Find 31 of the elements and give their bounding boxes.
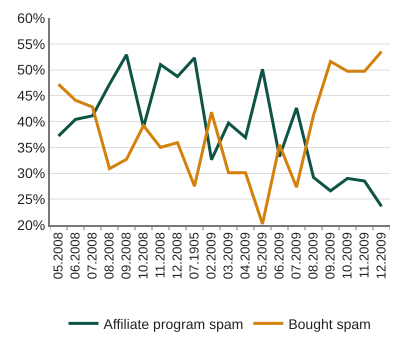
x-tick-label: 09.2009 (322, 232, 338, 280)
y-tick-label: 50% (17, 62, 46, 78)
legend-label: Affiliate program spam (104, 316, 244, 332)
x-tick-label: 05.2008 (50, 232, 66, 280)
x-tick-label: 04.2009 (238, 232, 253, 280)
x-tick-label: 09.2008 (118, 232, 134, 280)
x-tick-label: 02.2009 (204, 232, 219, 280)
x-tick-label: 06.2008 (68, 232, 83, 280)
y-tick-label: 45% (17, 88, 46, 104)
x-tick-label: 07.1905 (186, 232, 202, 280)
x-tick-label: 08.2008 (102, 232, 117, 280)
x-tick-label: 07.2009 (288, 232, 304, 280)
x-tick-label: 12.2009 (374, 232, 389, 280)
x-tick-label: 05.2009 (254, 232, 270, 280)
y-tick-label: 25% (17, 191, 46, 208)
x-tick-label: 12.2008 (170, 232, 185, 280)
x-tick-label: 08.2009 (306, 232, 321, 280)
x-tick-label: 11.2008 (152, 232, 168, 278)
legend-label: Bought spam (288, 316, 371, 332)
x-tick-label: 10.2009 (340, 232, 355, 280)
x-tick-label: 03.2009 (220, 232, 236, 280)
y-tick-label: 20% (17, 216, 46, 233)
y-tick-label: 60% (17, 10, 46, 26)
x-tick-label: 11.2009 (356, 232, 372, 278)
y-tick-label: 55% (17, 36, 46, 52)
x-tick-label: 06.2009 (272, 232, 287, 280)
x-tick-label: 07.2008 (84, 232, 100, 280)
y-tick-label: 35% (17, 139, 46, 156)
y-tick-label: 30% (17, 165, 46, 182)
x-tick-label: 10.2008 (136, 232, 151, 280)
y-tick-label: 40% (17, 113, 46, 130)
